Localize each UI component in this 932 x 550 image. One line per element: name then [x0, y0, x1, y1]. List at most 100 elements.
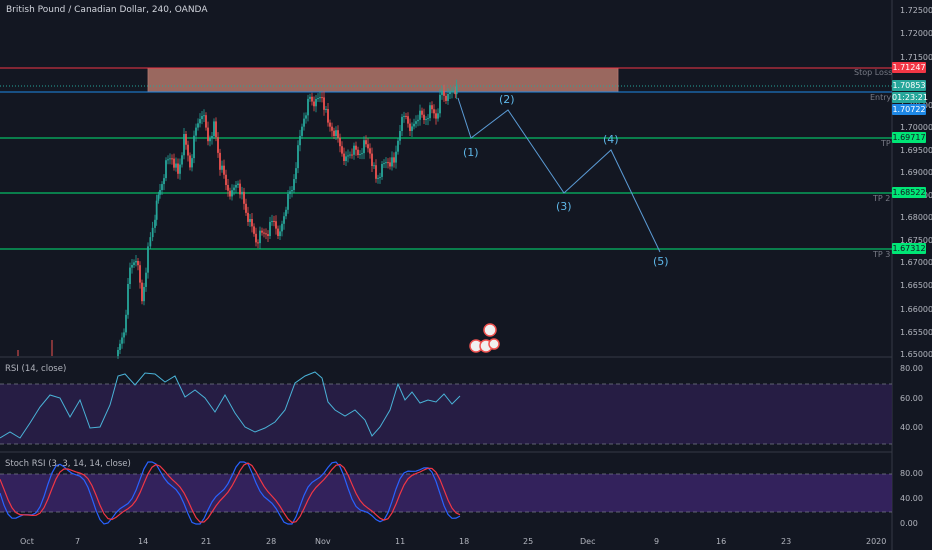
candle-body — [373, 165, 375, 167]
time-tick: 11 — [395, 537, 406, 546]
rsi-band — [0, 384, 892, 444]
wave-label-2[interactable]: (2) — [499, 93, 515, 106]
stoch-d-line — [0, 462, 461, 524]
candle-body — [385, 162, 387, 164]
tp2-price-tag: 1.68522 — [892, 187, 926, 198]
candle-body — [181, 155, 183, 165]
wave-label-3[interactable]: (3) — [556, 200, 572, 213]
stoch-tick: 40.00 — [900, 494, 923, 503]
candle-body — [251, 219, 253, 227]
candle-body — [283, 216, 285, 224]
candle-body — [341, 146, 343, 154]
candle-body — [131, 265, 133, 268]
flag-icon[interactable] — [488, 338, 500, 350]
candle-body — [347, 155, 349, 157]
candle-body — [241, 191, 243, 195]
event-markers[interactable] — [469, 323, 500, 353]
wave-label-5[interactable]: (5) — [653, 255, 669, 268]
candle-body — [451, 90, 453, 93]
symbol-title[interactable]: British Pound / Canadian Dollar, 240, OA… — [6, 5, 208, 15]
candle-body — [253, 226, 255, 234]
candle-body — [305, 115, 307, 119]
candle-body — [203, 115, 205, 117]
candle-body — [175, 163, 177, 168]
candle-body — [269, 221, 271, 236]
wave-label-4[interactable]: (4) — [603, 133, 619, 146]
candle-body — [289, 191, 291, 194]
time-tick: 23 — [781, 537, 792, 546]
candle-body — [277, 228, 279, 236]
candle-body — [235, 185, 237, 188]
candle-body — [183, 134, 185, 156]
candle-body — [191, 158, 193, 168]
rsi-title[interactable]: RSI (14, close) — [5, 364, 67, 374]
candle-body — [413, 123, 415, 127]
candle-body — [423, 114, 425, 120]
stoch-tick: 0.00 — [900, 519, 918, 528]
candle-body — [337, 130, 339, 138]
candle-body — [119, 343, 121, 350]
rsi-tick: 80.00 — [900, 364, 923, 373]
candle-body — [299, 135, 301, 146]
candle-body — [447, 94, 449, 101]
candle-body — [449, 92, 451, 94]
candle-body — [225, 174, 227, 185]
candle-body — [379, 176, 381, 178]
stop-loss-label: Stop Loss — [854, 68, 893, 77]
candle-body — [325, 109, 327, 110]
candle-body — [259, 230, 261, 244]
stop-loss-zone[interactable] — [147, 67, 619, 93]
candle-body — [215, 121, 217, 138]
candle-body — [297, 145, 299, 169]
candle-body — [295, 168, 297, 180]
candle-body — [245, 203, 247, 213]
candle-body — [161, 184, 163, 190]
candle-body — [157, 194, 160, 201]
stoch-title[interactable]: Stoch RSI (3, 3, 14, 14, close) — [5, 459, 131, 469]
price-tick: 1.65000 — [900, 350, 932, 359]
candle-body — [454, 90, 457, 95]
candle-body — [407, 116, 409, 124]
wave-label-1[interactable]: (1) — [463, 146, 479, 159]
candle-body — [353, 145, 355, 155]
candle-body — [369, 148, 371, 154]
candle-body — [221, 165, 223, 170]
candle-body — [445, 95, 447, 101]
stoch-tick: 80.00 — [900, 469, 923, 478]
candle-body — [409, 123, 411, 131]
candle-body — [427, 118, 429, 120]
candle-body — [155, 200, 158, 220]
wave-projection-line[interactable] — [457, 97, 661, 253]
price-tick: 1.72500 — [900, 6, 932, 15]
price-tick: 1.72000 — [900, 29, 932, 38]
time-tick: 16 — [716, 537, 727, 546]
candle-body — [123, 332, 125, 338]
candle-body — [375, 165, 377, 179]
candle-body — [243, 191, 245, 204]
candle-body — [199, 119, 201, 124]
time-tick: 28 — [266, 537, 277, 546]
candle-body — [151, 227, 154, 238]
tp2-label: TP 2 — [873, 194, 891, 203]
candle-body — [211, 136, 213, 139]
candle-body — [177, 163, 179, 174]
time-tick: 7 — [75, 537, 81, 546]
candle-body — [453, 90, 455, 92]
candle-body — [125, 314, 127, 333]
candle-body — [117, 350, 119, 356]
tp3-label: TP 3 — [873, 250, 891, 259]
candle-body — [431, 105, 433, 110]
candle-body — [237, 183, 239, 185]
candle-body — [285, 209, 287, 217]
flag-icon[interactable] — [483, 323, 497, 337]
candle-body — [127, 284, 129, 315]
candle-body — [147, 246, 149, 273]
candle-body — [439, 94, 441, 114]
price-tick: 1.68000 — [900, 213, 932, 222]
candle-body — [397, 140, 399, 152]
price-tick: 1.70000 — [900, 123, 932, 132]
candle-body — [371, 153, 373, 166]
candle-body — [301, 126, 303, 136]
candle-body — [149, 237, 152, 247]
